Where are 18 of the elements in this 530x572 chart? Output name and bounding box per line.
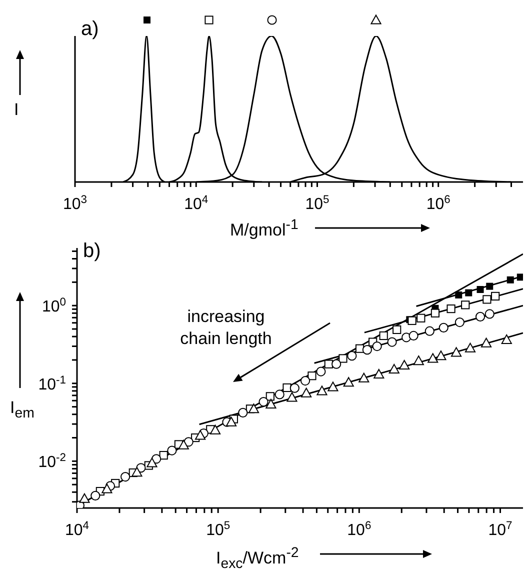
x-tick-label: 10$^{5}$ <box>206 520 230 539</box>
x-tick-label: 10$^{4}$ <box>184 194 208 213</box>
x-axis-title: I$_{exc}$/Wcm$^{-2}$ <box>216 545 299 572</box>
chart-title: a) <box>81 18 99 41</box>
x-axis-title: M/gmol$^{-1}$ <box>230 217 298 241</box>
x-tick-label: 10$^{5}$ <box>305 194 330 213</box>
y-tick-label: 10$^{-1}$ <box>38 374 66 394</box>
x-tick-label: 10$^{3}$ <box>62 194 88 213</box>
x-tick-label: 10$^{7}$ <box>488 520 512 539</box>
y-tick-label: 10$^{-2}$ <box>38 452 66 472</box>
chart-title: b) <box>83 240 101 263</box>
x-tick-label: 10$^{6}$ <box>347 520 372 539</box>
x-tick-label: 10$^{6}$ <box>426 194 450 213</box>
y-tick-label: 10$^{0}$ <box>42 296 66 316</box>
annotation: increasing chain length <box>179 306 273 350</box>
x-tick-label: 10$^{4}$ <box>64 520 90 539</box>
y-axis-title: I <box>14 100 19 120</box>
y-axis-title: I$_{em}$ <box>10 398 34 422</box>
